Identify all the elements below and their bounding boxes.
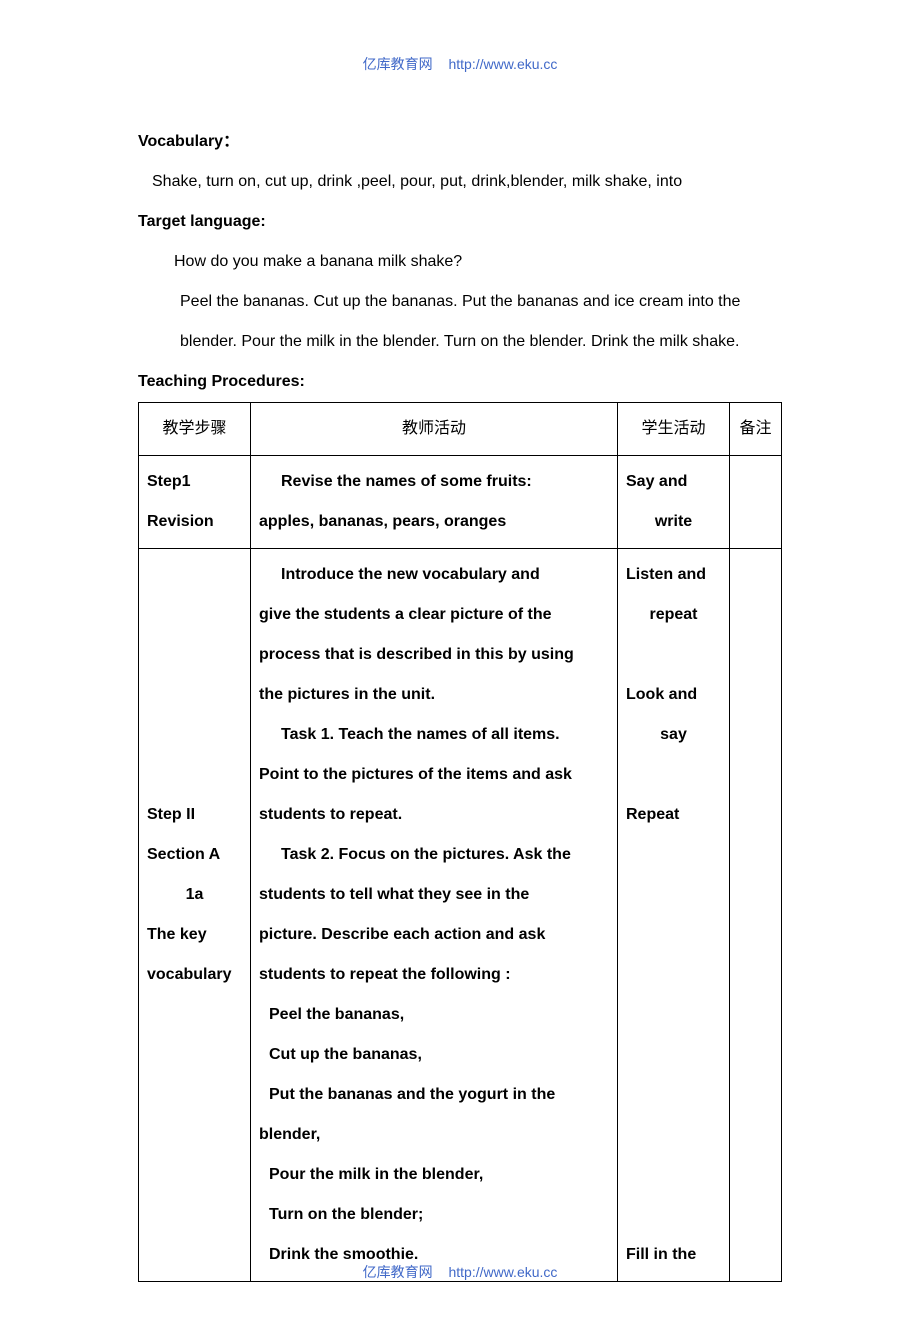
text-line [626, 835, 721, 875]
text-line [626, 1155, 721, 1195]
text-line: students to tell what they see in the [259, 875, 609, 915]
text-line [147, 715, 242, 755]
teaching-procedures-heading: Teaching Procedures: [138, 362, 782, 402]
text-line: repeat [626, 595, 721, 635]
text-line: Revision [147, 502, 242, 542]
col-header-notes: 备注 [730, 403, 782, 456]
text-line: write [626, 502, 721, 542]
procedures-table: 教学步骤 教师活动 学生活动 备注 Step1 Revision Revise … [138, 402, 782, 1282]
text-line: Introduce the new vocabulary and [259, 555, 609, 595]
text-line: Turn on the blender; [259, 1195, 609, 1235]
text-line: Revise the names of some fruits: [259, 462, 609, 502]
footer-site-name: 亿库教育网 [363, 1264, 433, 1280]
text-line: process that is described in this by usi… [259, 635, 609, 675]
text-line [626, 1195, 721, 1235]
text-line [626, 1115, 721, 1155]
text-line [626, 955, 721, 995]
document-page: 亿库教育网 http://www.eku.cc Vocabulary： Shak… [0, 0, 920, 1322]
target-language-heading: Target language: [138, 202, 782, 242]
cell-student-activity-1: Say and write [618, 456, 730, 549]
text-line: Pour the milk in the blender, [259, 1155, 609, 1195]
text-line: Put the bananas and the yogurt in the [259, 1075, 609, 1115]
text-line: Look and [626, 675, 721, 715]
text-line: 1a [147, 875, 242, 915]
text-line [626, 1035, 721, 1075]
table-row: Step1 Revision Revise the names of some … [139, 456, 782, 549]
text-line [147, 635, 242, 675]
text-line: picture. Describe each action and ask [259, 915, 609, 955]
text-line: Listen and [626, 555, 721, 595]
text-line [626, 635, 721, 675]
text-line [626, 995, 721, 1035]
vocabulary-text: Shake, turn on, cut up, drink ,peel, pou… [138, 162, 782, 202]
text-line: apples, bananas, pears, oranges [259, 502, 609, 542]
document-content: Vocabulary： Shake, turn on, cut up, drin… [138, 122, 782, 1282]
text-line: Step II [147, 795, 242, 835]
table-row: Step II Section A 1a The key vocabulary … [139, 549, 782, 1282]
col-header-teacher: 教师活动 [251, 403, 618, 456]
cell-notes-2 [730, 549, 782, 1282]
text-line: say [626, 715, 721, 755]
target-answer: Peel the bananas. Cut up the bananas. Pu… [138, 282, 782, 362]
text-line [147, 555, 242, 595]
cell-notes-1 [730, 456, 782, 549]
header-site-name: 亿库教育网 [363, 56, 433, 72]
col-header-steps: 教学步骤 [139, 403, 251, 456]
text-line [626, 755, 721, 795]
text-line: students to repeat. [259, 795, 609, 835]
cell-step2: Step II Section A 1a The key vocabulary [139, 549, 251, 1282]
text-line [626, 1075, 721, 1115]
text-line: Say and [626, 462, 721, 502]
cell-step1: Step1 Revision [139, 456, 251, 549]
text-line: students to repeat the following : [259, 955, 609, 995]
text-line [626, 875, 721, 915]
text-line: Cut up the bananas, [259, 1035, 609, 1075]
text-line [147, 755, 242, 795]
vocabulary-heading: Vocabulary： [138, 122, 782, 162]
page-footer: 亿库教育网 http://www.eku.cc [0, 1262, 920, 1282]
text-line: Peel the bananas, [259, 995, 609, 1035]
text-line [147, 675, 242, 715]
text-line: blender, [259, 1115, 609, 1155]
text-line: the pictures in the unit. [259, 675, 609, 715]
text-line: Task 2. Focus on the pictures. Ask the [259, 835, 609, 875]
col-header-student: 学生活动 [618, 403, 730, 456]
text-line: Task 1. Teach the names of all items. [259, 715, 609, 755]
text-line: Step1 [147, 462, 242, 502]
text-line: The key [147, 915, 242, 955]
text-line: give the students a clear picture of the [259, 595, 609, 635]
text-line: vocabulary [147, 955, 242, 995]
header-url: http://www.eku.cc [448, 56, 557, 72]
text-line: Section A [147, 835, 242, 875]
text-line [626, 915, 721, 955]
text-line: Point to the pictures of the items and a… [259, 755, 609, 795]
page-header: 亿库教育网 http://www.eku.cc [138, 54, 782, 74]
cell-student-activity-2: Listen and repeat Look and say Repeat [618, 549, 730, 1282]
footer-url: http://www.eku.cc [448, 1264, 557, 1280]
cell-teacher-activity-1: Revise the names of some fruits: apples,… [251, 456, 618, 549]
cell-teacher-activity-2: Introduce the new vocabulary and give th… [251, 549, 618, 1282]
text-line [147, 595, 242, 635]
table-header-row: 教学步骤 教师活动 学生活动 备注 [139, 403, 782, 456]
target-question: How do you make a banana milk shake? [138, 242, 782, 282]
text-line: Repeat [626, 795, 721, 835]
